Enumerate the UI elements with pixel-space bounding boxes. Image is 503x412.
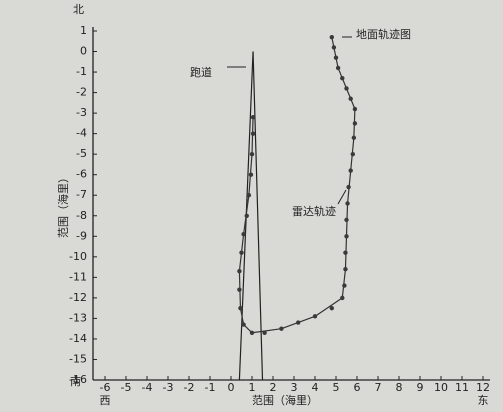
track-dot — [238, 305, 243, 311]
track-dot — [279, 326, 284, 331]
track-dot — [329, 34, 334, 40]
x-tick-label: 0 — [228, 381, 235, 394]
track-dot — [237, 268, 242, 274]
west-label: 西 — [100, 394, 111, 407]
track-dot — [333, 55, 339, 60]
y-axis-label: 范围（海里） — [56, 172, 70, 238]
y-tick-label: -6 — [76, 168, 87, 181]
y-tick-label: -16 — [69, 373, 87, 386]
track-dot — [345, 201, 350, 206]
track-dot — [296, 320, 301, 325]
y-tick-label: -12 — [69, 291, 87, 304]
track-dot — [249, 330, 255, 335]
x-tick-label: 7 — [375, 381, 382, 394]
x-tick-label: 3 — [291, 381, 298, 394]
x-tick-label: 6 — [354, 381, 361, 394]
x-tick-label: 8 — [396, 381, 403, 394]
track-dot — [343, 266, 348, 272]
y-tick-label: -13 — [69, 311, 87, 324]
x-tick-label: -1 — [205, 381, 216, 394]
south-label: 南 — [70, 375, 81, 388]
track-dot — [250, 115, 256, 120]
y-tick-label: -7 — [76, 188, 87, 201]
track-dot — [344, 234, 349, 239]
y-tick-label: -3 — [76, 106, 87, 119]
track-dot — [312, 314, 318, 319]
x-tick-label: 12 — [476, 381, 490, 394]
track-dot — [335, 65, 341, 71]
track-dot — [348, 96, 353, 101]
track-dot — [331, 45, 337, 50]
track-dot — [340, 295, 345, 301]
track-dot — [239, 250, 244, 255]
track-dot — [329, 305, 334, 311]
x-tick-label: -2 — [184, 381, 195, 394]
series-label: 跑道 — [190, 65, 212, 79]
y-tick-label: -9 — [76, 229, 87, 242]
y-tick-label: 0 — [80, 45, 87, 58]
track-segment — [252, 51, 264, 381]
track-dot — [340, 76, 345, 81]
track-dot — [352, 106, 358, 112]
track-dot — [342, 283, 347, 288]
track-dot — [351, 135, 357, 140]
y-tick-label: -8 — [76, 209, 87, 222]
x-tick-label: -4 — [142, 381, 153, 394]
y-tick-label: -4 — [76, 127, 87, 140]
x-tick-label: -5 — [121, 381, 132, 394]
track-dot — [241, 322, 246, 327]
track-dot — [262, 330, 267, 335]
track-dot — [346, 184, 351, 190]
track-dot — [246, 193, 252, 198]
track-dot — [249, 151, 255, 157]
track-dot — [344, 217, 349, 223]
x-tick-label: 5 — [333, 381, 340, 394]
y-tick-label: -2 — [76, 86, 87, 99]
leader-line — [337, 189, 347, 205]
track-dot — [343, 250, 348, 255]
track-dot — [241, 232, 246, 237]
track-dot — [348, 168, 353, 173]
x-tick-label: 9 — [417, 381, 424, 394]
x-tick-label: 10 — [434, 381, 448, 394]
y-tick-label: -10 — [69, 250, 87, 263]
x-tick-label: 4 — [312, 381, 319, 394]
track-segment — [331, 37, 339, 69]
series-label: 地面轨迹图 — [356, 27, 411, 41]
y-tick-label: -11 — [69, 270, 87, 283]
track-dot — [248, 172, 254, 177]
x-axis-label: 范围（海里） — [252, 393, 318, 407]
y-tick-label: -5 — [76, 147, 87, 160]
series-label: 雷达轨迹 — [292, 204, 336, 218]
north-label: 北 — [73, 3, 84, 16]
track-dot — [237, 287, 242, 292]
x-tick-label: 2 — [270, 381, 277, 394]
x-tick-label: 11 — [455, 381, 469, 394]
track-segment — [239, 308, 245, 325]
x-tick-label: -3 — [163, 381, 174, 394]
track-dot — [250, 131, 256, 136]
x-tick-label: 1 — [249, 381, 256, 394]
east-label: 东 — [478, 394, 489, 407]
track-dot — [350, 151, 355, 157]
y-tick-label: -14 — [69, 332, 87, 345]
x-tick-label: -6 — [100, 381, 111, 394]
y-tick-label: -15 — [69, 352, 87, 365]
track-dot — [344, 86, 349, 91]
track-segment — [251, 328, 282, 334]
track-segment — [314, 297, 343, 317]
y-tick-label: 1 — [80, 24, 87, 37]
y-tick-label: -1 — [76, 65, 87, 78]
track-dot — [352, 121, 358, 126]
track-dot — [244, 213, 249, 218]
